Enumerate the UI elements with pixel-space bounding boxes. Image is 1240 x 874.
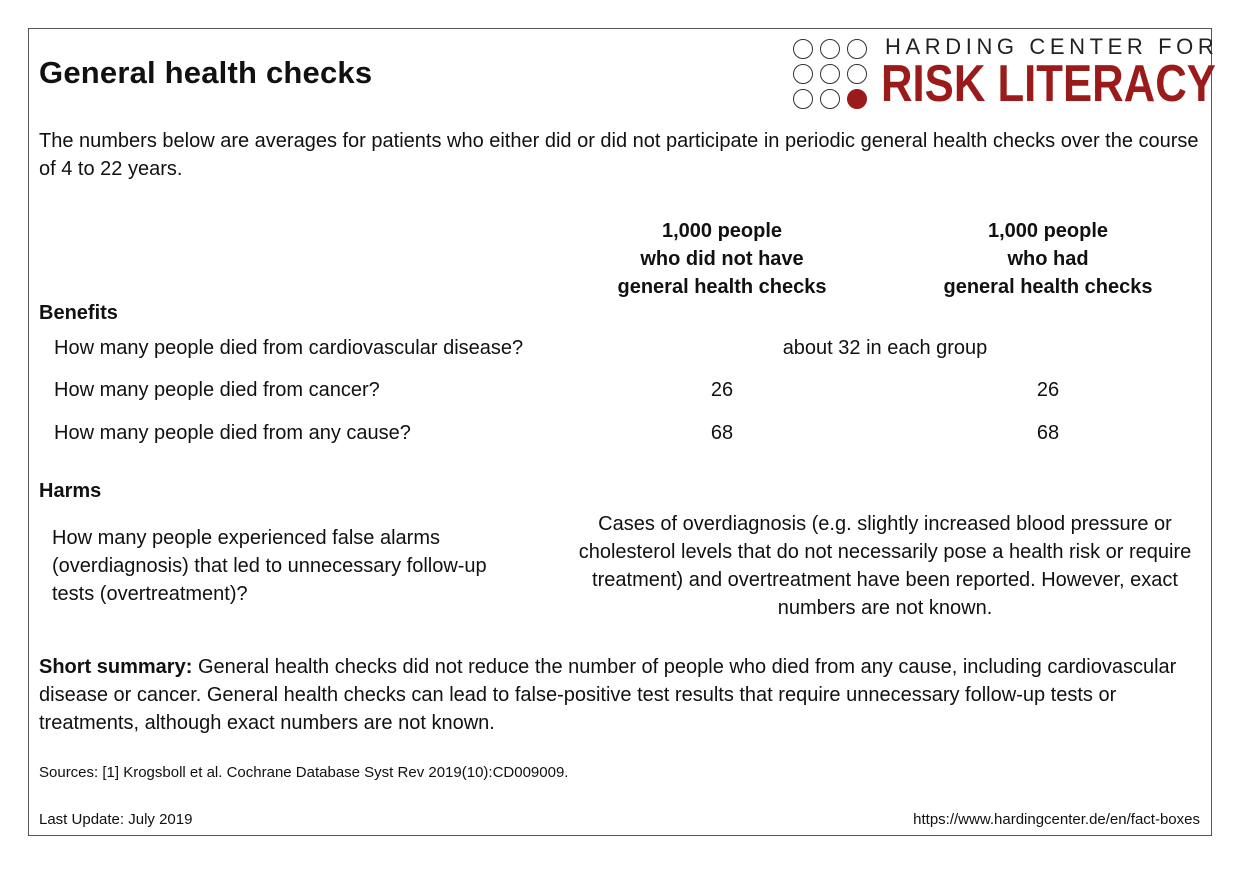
value-no-checks: 26 — [710, 379, 734, 401]
value-no-checks: 68 — [710, 422, 734, 444]
harm-answer: Cases of overdiagnosis (e.g. slightly in… — [578, 513, 1192, 619]
fact-boxes-url: https://www.hardingcenter.de/en/fact-box… — [913, 811, 1200, 828]
logo-line-1: HARDING CENTER FOR — [885, 34, 1219, 59]
harding-center-logo: HARDING CENTER FOR RISK LITERACY — [790, 34, 1216, 112]
column-header-no-checks: 1,000 people who did not have general he… — [562, 217, 882, 301]
last-update: Last Update: July 2019 — [39, 811, 193, 828]
column-header-line: 1,000 people — [661, 220, 783, 242]
logo-dots-icon — [790, 34, 874, 110]
value-checks: 68 — [1036, 422, 1060, 444]
summary-label: Short summary: — [39, 656, 193, 678]
column-header-line: who had — [1007, 248, 1089, 270]
column-header-checks: 1,000 people who had general health chec… — [888, 217, 1208, 301]
benefit-question: How many people died from any cause? — [54, 422, 411, 444]
logo-line-2: RISK LITERACY — [881, 55, 1216, 113]
benefit-question: How many people died from cancer? — [54, 379, 380, 401]
short-summary: Short summary: General health checks did… — [39, 653, 1199, 737]
column-header-line: 1,000 people — [987, 220, 1109, 242]
intro-text: The numbers below are averages for patie… — [39, 130, 1199, 180]
column-header-line: general health checks — [617, 276, 827, 298]
summary-text: General health checks did not reduce the… — [39, 656, 1177, 734]
benefit-question: How many people died from cardiovascular… — [54, 337, 524, 359]
fact-box-frame — [28, 28, 1212, 836]
harms-heading: Harms — [39, 480, 102, 502]
benefit-merged-value: about 32 in each group — [782, 337, 988, 359]
harm-question: How many people experienced false alarms… — [52, 527, 487, 605]
page-title: General health checks — [39, 55, 373, 90]
column-header-line: who did not have — [640, 248, 804, 270]
benefits-heading: Benefits — [39, 302, 118, 324]
column-header-line: general health checks — [943, 276, 1153, 298]
value-checks: 26 — [1036, 379, 1060, 401]
sources: Sources: [1] Krogsboll et al. Cochrane D… — [39, 764, 569, 781]
